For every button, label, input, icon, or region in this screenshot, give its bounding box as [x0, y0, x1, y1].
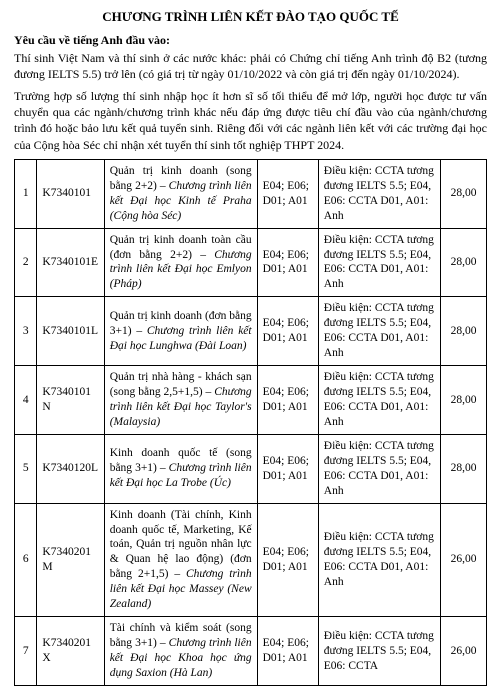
table-row: 5K7340120LKinh doanh quốc tế (song bằng … [15, 434, 487, 503]
program-description: Quản trị kinh doanh (đơn bằng 3+1) – Chư… [104, 297, 257, 366]
condition-text: Điều kiện: CCTA tương đương IELTS 5.5; E… [318, 366, 440, 435]
requirement-paragraph-2: Trường hợp số lượng thí sinh nhập học ít… [14, 88, 487, 153]
program-description: Kinh doanh quốc tế (song bằng 3+1) – Chư… [104, 434, 257, 503]
subject-codes: E04; E06; D01; A01 [257, 366, 318, 435]
condition-text: Điều kiện: CCTA tương đương IELTS 5.5; E… [318, 228, 440, 297]
program-code: K7340101 [37, 159, 104, 228]
condition-text: Điều kiện: CCTA tương đương IELTS 5.5; E… [318, 297, 440, 366]
section-title: CHƯƠNG TRÌNH LIÊN KẾT ĐÀO TẠO QUỐC TẾ [14, 8, 487, 26]
subject-codes: E04; E06; D01; A01 [257, 228, 318, 297]
condition-text: Điều kiện: CCTA tương đương IELTS 5.5; E… [318, 503, 440, 617]
program-description: Quản trị nhà hàng - khách sạn (song bằng… [104, 366, 257, 435]
row-number: 2 [15, 228, 37, 297]
score: 28,00 [441, 228, 487, 297]
table-row: 4K7340101NQuản trị nhà hàng - khách sạn … [15, 366, 487, 435]
program-description: Quản trị kinh doanh toàn cầu (đơn bằng 2… [104, 228, 257, 297]
program-description: Tài chính và kiểm soát (song bằng 3+1) –… [104, 617, 257, 686]
subject-codes: E04; E06; D01; A01 [257, 617, 318, 686]
score: 28,00 [441, 297, 487, 366]
row-number: 7 [15, 617, 37, 686]
requirement-heading: Yêu cầu về tiếng Anh đầu vào: [14, 32, 487, 48]
program-code: K7340201X [37, 617, 104, 686]
table-row: 6K7340201MKinh doanh (Tài chính, Kinh do… [15, 503, 487, 617]
subject-codes: E04; E06; D01; A01 [257, 503, 318, 617]
row-number: 5 [15, 434, 37, 503]
score: 28,00 [441, 366, 487, 435]
program-table: 1K7340101Quản trị kinh doanh (song bằng … [14, 159, 487, 686]
score: 28,00 [441, 159, 487, 228]
row-number: 4 [15, 366, 37, 435]
row-number: 6 [15, 503, 37, 617]
score: 26,00 [441, 503, 487, 617]
program-code: K7340101N [37, 366, 104, 435]
program-description: Quản trị kinh doanh (song bằng 2+2) – Ch… [104, 159, 257, 228]
program-code: K7340101L [37, 297, 104, 366]
program-description: Kinh doanh (Tài chính, Kinh doanh quốc t… [104, 503, 257, 617]
table-row: 3K7340101LQuản trị kinh doanh (đơn bằng … [15, 297, 487, 366]
table-row: 7K7340201XTài chính và kiểm soát (song b… [15, 617, 487, 686]
subject-codes: E04; E06; D01; A01 [257, 297, 318, 366]
score: 28,00 [441, 434, 487, 503]
program-code: K7340101E [37, 228, 104, 297]
page-container: CHƯƠNG TRÌNH LIÊN KẾT ĐÀO TẠO QUỐC TẾ Yê… [0, 0, 501, 700]
row-number: 3 [15, 297, 37, 366]
condition-text: Điều kiện: CCTA tương đương IELTS 5.5; E… [318, 159, 440, 228]
condition-text: Điều kiện: CCTA tương đương IELTS 5.5; E… [318, 617, 440, 686]
program-code: K7340120L [37, 434, 104, 503]
requirement-paragraph-1: Thí sinh Việt Nam và thí sinh ở các nước… [14, 50, 487, 82]
subject-codes: E04; E06; D01; A01 [257, 159, 318, 228]
table-row: 1K7340101Quản trị kinh doanh (song bằng … [15, 159, 487, 228]
row-number: 1 [15, 159, 37, 228]
table-row: 2K7340101EQuản trị kinh doanh toàn cầu (… [15, 228, 487, 297]
condition-text: Điều kiện: CCTA tương đương IELTS 5.5; E… [318, 434, 440, 503]
score: 26,00 [441, 617, 487, 686]
program-code: K7340201M [37, 503, 104, 617]
subject-codes: E04; E06; D01; A01 [257, 434, 318, 503]
